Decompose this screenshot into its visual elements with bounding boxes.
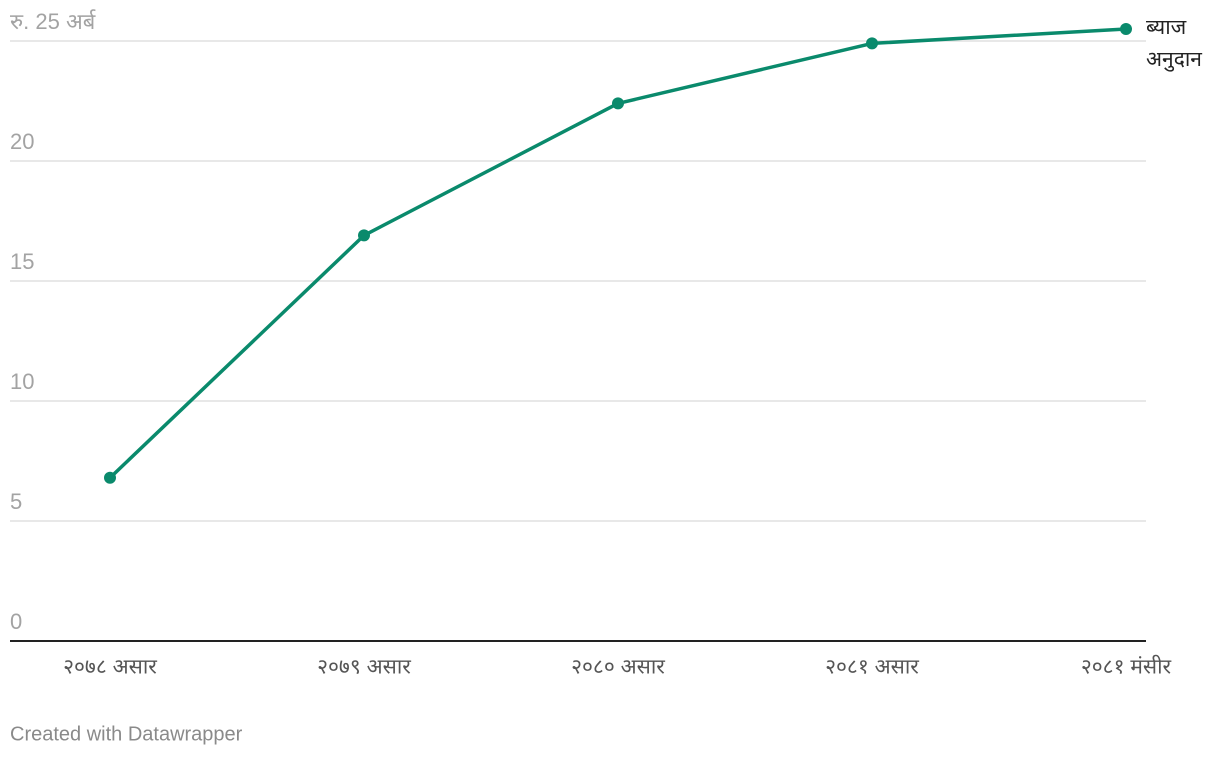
- x-tick-label: २०७९ असार: [317, 656, 411, 679]
- x-tick-label: २०८१ असार: [825, 656, 919, 679]
- x-tick-label: २०७८ असार: [63, 656, 157, 679]
- line: [108, 27, 1127, 480]
- y-tick-label: रु. 25 अर्ब: [10, 9, 96, 34]
- point: [1120, 23, 1132, 35]
- series-label: ब्याज अनुदान: [1146, 16, 1202, 71]
- point: [612, 97, 624, 110]
- y-tick-label: 15: [10, 249, 34, 274]
- y-tick-label: 10: [10, 369, 34, 394]
- credit: Created with Datawrapper: [10, 723, 243, 745]
- point: [358, 229, 370, 242]
- point: [866, 37, 878, 50]
- y-tick-label: 5: [10, 489, 22, 514]
- x-tick-label: २०८१ मंसीर: [1081, 655, 1172, 679]
- x-tick-label: २०८० असार: [571, 656, 665, 679]
- y-tick-label: 20: [10, 129, 34, 154]
- point: [104, 471, 116, 484]
- y-tick-label: 0: [10, 609, 22, 634]
